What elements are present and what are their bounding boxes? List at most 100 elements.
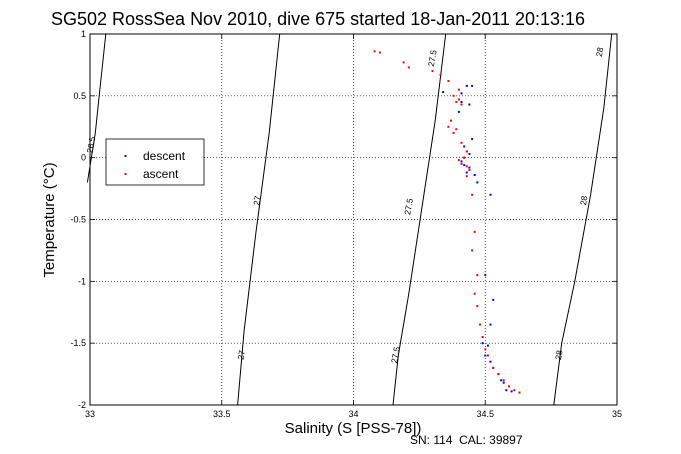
data-points	[373, 50, 521, 394]
descent-point	[463, 164, 466, 167]
ascent-point	[473, 230, 476, 233]
ascent-point	[455, 101, 458, 103]
ascent-point	[450, 119, 452, 122]
density-contour-label: 28	[594, 46, 606, 57]
ascent-point	[465, 175, 468, 178]
ascent-point	[407, 66, 410, 69]
descent-point	[489, 193, 492, 196]
ascent-point	[508, 385, 510, 388]
ascent-point	[468, 169, 471, 171]
y-tick-label: 0.5	[73, 91, 86, 101]
ascent-point	[452, 131, 455, 134]
descent-point	[468, 166, 471, 169]
ascent-point	[465, 150, 468, 153]
ascent-point	[479, 323, 481, 326]
ascent-point	[513, 389, 516, 392]
density-contour-label: 28	[553, 349, 565, 360]
ascent-point	[502, 379, 505, 382]
descent-point	[468, 103, 471, 106]
ascent-point	[460, 141, 463, 144]
descent-point	[442, 91, 445, 94]
descent-point	[489, 360, 492, 363]
density-contours: 26.5 27 27 27.5 27.5 27.5 28 28 28	[85, 33, 613, 406]
descent-point	[460, 160, 463, 163]
descent-point	[468, 153, 471, 155]
ascent-point	[373, 50, 376, 53]
y-tick-label: 1	[81, 29, 86, 39]
descent-point	[484, 354, 487, 357]
descent-point	[481, 342, 484, 345]
descent-point	[502, 381, 505, 384]
descent-point	[460, 92, 463, 95]
x-tick-label: 34	[348, 409, 358, 419]
ascent-point	[431, 70, 434, 73]
ascent-point	[439, 73, 442, 76]
ascent-point	[486, 354, 489, 357]
serial-calibration-footer: SN: 114 CAL: 39897	[410, 433, 523, 447]
ascent-point	[447, 80, 450, 82]
descent-point	[500, 379, 503, 382]
descent-point	[489, 323, 492, 326]
axis-ticks: 33 33.5 34 34.5 35 -2 -1.5 -1 -0.5 0 0.5 1	[70, 29, 622, 419]
ascent-point	[465, 165, 468, 168]
legend-label-descent: descent	[143, 149, 186, 163]
x-tick-label: 33	[85, 409, 95, 419]
y-tick-label: 0	[81, 153, 86, 163]
descent-point	[457, 110, 460, 113]
descent-point	[465, 84, 468, 87]
legend: descent ascent	[105, 138, 205, 186]
density-contour-27.5	[392, 33, 447, 406]
descent-point	[463, 145, 466, 148]
x-axis-label: Salinity (S [PSS-78])	[285, 420, 422, 437]
ascent-point	[497, 373, 500, 376]
chart-title: SG502 RossSea Nov 2010, dive 675 started…	[51, 9, 585, 29]
ascent-point	[460, 103, 463, 106]
ascent-point	[463, 156, 466, 159]
ascent-point	[476, 274, 479, 277]
ascent-point	[455, 128, 458, 131]
descent-point	[486, 344, 489, 347]
x-tick-label: 33.5	[213, 409, 231, 419]
ascent-point	[484, 348, 487, 351]
ascent-point	[471, 249, 474, 252]
y-tick-label: -1	[78, 276, 86, 286]
density-contour-label: 27.5	[426, 49, 439, 67]
x-tick-label: 35	[612, 409, 622, 419]
descent-point	[492, 298, 495, 301]
descent-point	[484, 274, 487, 277]
descent-point	[471, 84, 474, 87]
descent-point	[465, 171, 468, 174]
ascent-point	[378, 51, 381, 54]
ascent-point	[518, 391, 521, 394]
ascent-point	[457, 98, 460, 101]
legend-marker-descent	[124, 155, 127, 157]
density-contour-label: 27.5	[389, 346, 402, 364]
y-tick-label: -1.5	[70, 338, 86, 348]
legend-marker-ascent	[124, 173, 127, 175]
legend-box	[105, 138, 205, 186]
grid	[90, 34, 617, 405]
descent-point	[505, 389, 508, 392]
descent-point	[510, 390, 513, 393]
density-contour-label: 27	[251, 195, 263, 206]
y-axis-label: Temperature (°C)	[41, 162, 58, 277]
density-contour-label: 27	[235, 349, 247, 360]
descent-point	[476, 181, 479, 184]
y-tick-label: -2	[78, 400, 86, 410]
density-contour-27	[237, 33, 281, 406]
ascent-point	[402, 61, 405, 64]
legend-label-ascent: ascent	[143, 167, 179, 181]
ascent-point	[447, 125, 450, 128]
ascent-point	[457, 88, 460, 91]
density-contour-label: 27.5	[402, 197, 415, 215]
density-contour-28	[553, 33, 613, 406]
density-contour-label: 28	[578, 195, 590, 206]
x-tick-label: 34.5	[476, 409, 494, 419]
ascent-point	[473, 292, 476, 295]
descent-point	[460, 101, 463, 103]
ascent-point	[460, 162, 463, 165]
ascent-point	[452, 94, 455, 97]
ascent-point	[492, 366, 495, 369]
y-tick-label: -0.5	[70, 215, 86, 225]
